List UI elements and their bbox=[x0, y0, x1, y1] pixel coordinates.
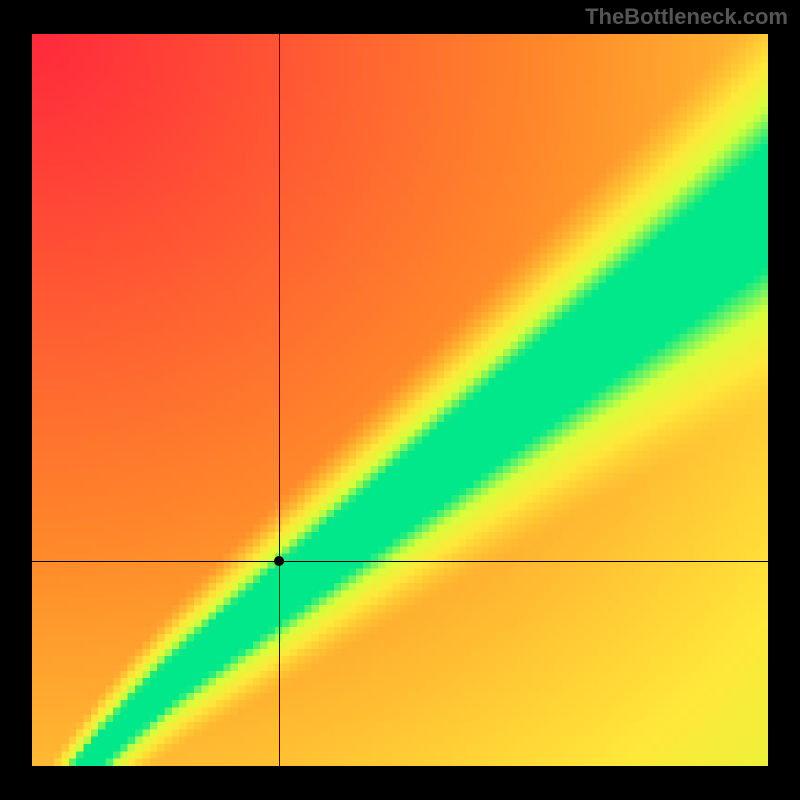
watermark-text: TheBottleneck.com bbox=[585, 4, 788, 30]
crosshair-vertical bbox=[279, 34, 280, 766]
crosshair-marker bbox=[274, 556, 284, 566]
chart-container: TheBottleneck.com bbox=[0, 0, 800, 800]
plot-area bbox=[32, 34, 768, 766]
crosshair-horizontal bbox=[32, 561, 768, 562]
heatmap-canvas bbox=[32, 34, 768, 766]
